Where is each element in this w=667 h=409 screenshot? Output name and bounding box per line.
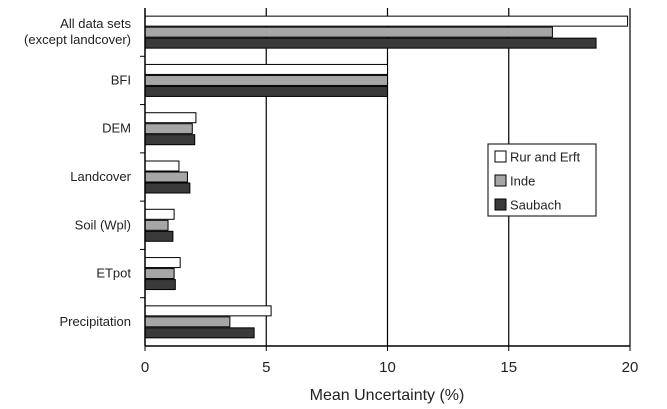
bar-inde-4	[144, 219, 169, 231]
bar-saubach-6	[144, 327, 255, 339]
legend-label: Saubach	[510, 198, 561, 213]
bar-inde-0	[144, 26, 553, 38]
category-label: BFI	[111, 72, 131, 87]
bar-inde-5	[144, 268, 175, 280]
x-tick-label: 20	[622, 359, 639, 376]
category-labels: All data sets(except landcover) BFI DEM Lan…	[24, 16, 132, 329]
x-axis-title: Mean Uncertainty (%)	[310, 387, 465, 404]
x-tick-labels: 0 5 10 15 20	[141, 359, 639, 376]
bar-rur-and-erft-6	[144, 305, 272, 317]
bar-saubach-2	[144, 134, 196, 146]
x-tick-label: 5	[262, 359, 270, 376]
bar-rur-and-erft-2	[144, 112, 197, 124]
legend: Rur and Erft Inde Saubach	[487, 143, 597, 217]
legend-swatch	[494, 198, 507, 211]
bar-rur-and-erft-5	[144, 257, 181, 269]
x-tick-label: 0	[141, 359, 149, 376]
category-label: ETpot	[96, 266, 131, 281]
bar-saubach-5	[144, 279, 176, 291]
bars	[144, 15, 629, 339]
category-label: All data sets	[60, 16, 131, 31]
x-tick-label: 10	[379, 359, 396, 376]
bar-rur-and-erft-3	[144, 160, 180, 172]
bar-inde-2	[144, 123, 193, 135]
bar-inde-3	[144, 171, 188, 183]
bar-inde-6	[144, 316, 231, 328]
category-label: (except landcover)	[24, 32, 131, 47]
bar-inde-1	[144, 74, 388, 86]
bar-saubach-4	[144, 230, 174, 242]
x-tick-label: 15	[500, 359, 517, 376]
bar-saubach-0	[144, 37, 597, 49]
category-label: Landcover	[70, 169, 131, 184]
legend-swatch	[494, 174, 507, 187]
category-label: Precipitation	[59, 314, 131, 329]
legend-label: Rur and Erft	[510, 150, 580, 165]
legend-label: Inde	[510, 174, 535, 189]
bar-saubach-3	[144, 182, 191, 194]
legend-items: Rur and Erft Inde Saubach	[494, 150, 580, 213]
bar-saubach-1	[144, 85, 388, 97]
legend-swatch	[494, 150, 507, 163]
bar-rur-and-erft-4	[144, 208, 175, 220]
bar-rur-and-erft-1	[144, 63, 388, 75]
axes	[144, 8, 630, 347]
category-label: DEM	[102, 121, 131, 136]
category-label: Soil (Wpl)	[75, 217, 131, 232]
bar-rur-and-erft-0	[144, 15, 629, 27]
